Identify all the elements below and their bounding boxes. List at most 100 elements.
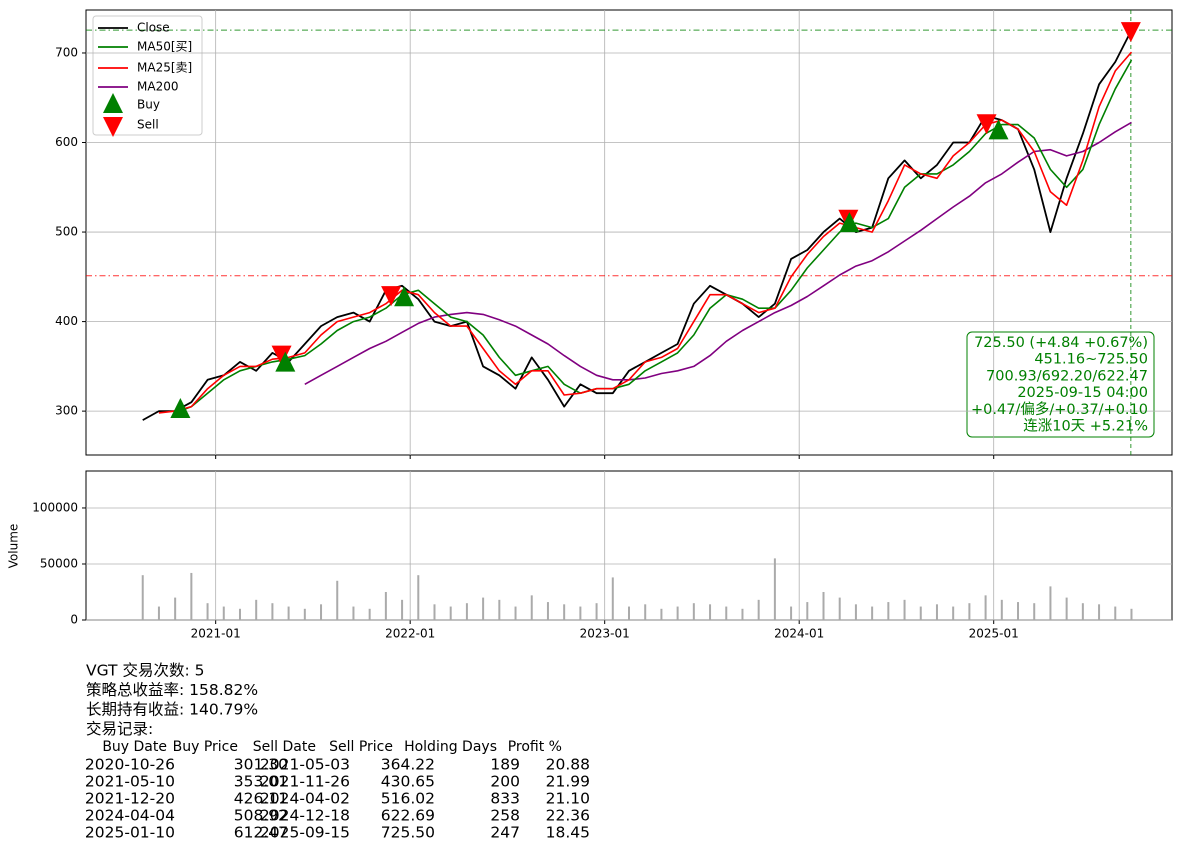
volume-bar (287, 606, 290, 620)
table-cell: 2020-10-26 (85, 756, 175, 774)
legend-label: Buy (137, 98, 160, 112)
y-tick-label: 0 (70, 613, 78, 627)
table-cell: 2021-05-10 (85, 773, 175, 791)
y-tick-label: 100000 (32, 500, 78, 514)
table-cell: 21.10 (546, 790, 590, 808)
x-tick-label: 2021-01 (191, 627, 241, 641)
table-cell: 189 (490, 756, 520, 774)
volume-bar (628, 606, 630, 620)
volume-bar (465, 603, 468, 620)
annotation-line: 2025-09-15 04:00 (1017, 385, 1148, 401)
volume-bar (984, 595, 987, 620)
volume-bar (482, 597, 485, 620)
y-tick-label: 50000 (40, 556, 78, 570)
volume-bar (174, 597, 177, 620)
volume-bar (741, 608, 744, 620)
volume-bar (206, 603, 209, 620)
table-header: Holding Days (404, 739, 497, 755)
volume-bar (725, 606, 728, 620)
buy-marker (275, 351, 296, 372)
legend-label: Sell (137, 118, 159, 132)
table-cell: 353.01 (234, 773, 288, 791)
table-cell: 2021-05-03 (260, 756, 350, 774)
buy-marker (170, 397, 191, 418)
series-line (174, 59, 1133, 414)
annotation-line: 725.50 (+4.84 +0.67%) (974, 335, 1148, 351)
legend-label: MA25[卖] (137, 61, 192, 75)
volume-bar (952, 606, 955, 620)
volume-bar (384, 591, 387, 620)
table-cell: 2024-12-18 (260, 807, 350, 825)
volume-bar (352, 606, 355, 620)
table-header: Profit % (508, 739, 562, 755)
table-cell: 22.36 (546, 807, 590, 825)
legend-box (92, 15, 203, 136)
volume-bar (709, 604, 712, 620)
summary-line: 策略总收益率: 158.82% (86, 681, 258, 699)
table-cell: 2024-04-02 (260, 790, 350, 808)
table-header: Buy Date (102, 739, 167, 755)
table-cell: 508.92 (234, 807, 288, 825)
volume-bar (1098, 604, 1101, 620)
volume-bar (1114, 606, 1117, 620)
volume-bar (935, 604, 938, 620)
table-cell: 2024-04-04 (85, 807, 175, 825)
buy-marker (988, 119, 1009, 140)
volume-bar (595, 603, 598, 620)
volume-bar (336, 580, 339, 620)
volume-axis-label: Volume (7, 524, 21, 569)
table-cell: 612.47 (234, 824, 288, 842)
volume-bar (563, 604, 566, 620)
series-line (304, 121, 1132, 385)
summary-line: VGT 交易次数: 5 (86, 662, 204, 680)
x-tick-label: 2022-01 (385, 627, 435, 641)
table-cell: 20.88 (546, 756, 590, 774)
y-tick-label: 500 (55, 225, 78, 239)
annotation-line: 连涨10天 +5.21% (1023, 418, 1148, 435)
sell-marker (1120, 22, 1141, 43)
y-tick-label: 400 (55, 314, 78, 328)
sell-marker (271, 345, 292, 366)
volume-bar (887, 602, 890, 620)
table-cell: 301.30 (234, 756, 288, 774)
volume-bar (320, 604, 323, 620)
volume-bar (1065, 597, 1068, 620)
legend-label: MA200 (137, 80, 178, 94)
volume-bar (190, 572, 193, 620)
volume-bar (1017, 602, 1020, 620)
volume-bar (579, 606, 582, 620)
volume-bar (790, 606, 793, 620)
legend-swatch (103, 93, 123, 113)
table-cell: 247 (490, 824, 520, 842)
volume-bar (238, 608, 241, 620)
volume-bar (433, 604, 436, 620)
volume-bar (903, 599, 906, 620)
sell-marker (976, 114, 997, 135)
sell-marker (381, 286, 402, 307)
volume-bar (919, 606, 922, 620)
volume-bar (141, 575, 144, 620)
volume-bar (676, 606, 679, 620)
volume-bar (611, 577, 614, 620)
volume-bar (838, 597, 841, 620)
volume-bar (644, 604, 647, 620)
x-tick-label: 2023-01 (580, 627, 630, 641)
annotation-line: +0.47/偏多/+0.37/+0.10 (971, 401, 1148, 418)
volume-bar (1033, 603, 1036, 620)
table-cell: 21.99 (546, 773, 590, 791)
annotation-line: 451.16~725.50 (1034, 352, 1148, 368)
table-header: Buy Price (173, 739, 238, 755)
volume-bar (514, 606, 517, 620)
volume-bar (692, 603, 695, 620)
legend-label: MA50[买] (137, 40, 192, 54)
volume-bar (1000, 599, 1003, 620)
volume-bar (271, 603, 274, 620)
table-cell: 833 (490, 790, 520, 808)
table-cell: 258 (490, 807, 520, 825)
table-cell: 18.45 (546, 824, 590, 842)
x-tick-label: 2025-01 (969, 627, 1019, 641)
volume-bar (255, 599, 258, 620)
summary-line: 交易记录: (86, 720, 153, 738)
table-cell: 725.50 (381, 824, 435, 842)
